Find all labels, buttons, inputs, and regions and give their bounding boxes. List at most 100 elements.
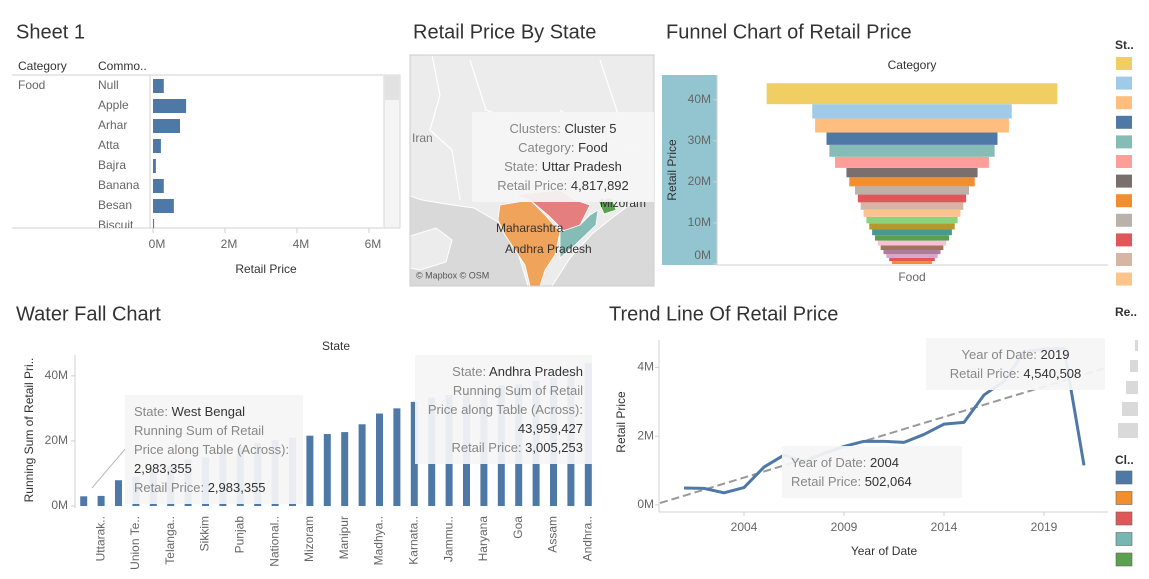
- axis-highlight[interactable]: [662, 75, 717, 265]
- y-tick-label: 40M: [45, 368, 68, 382]
- funnel-segment: [857, 194, 967, 203]
- tooltip-row: Year of Date: 2019: [935, 345, 1096, 364]
- tooltip-value: Cluster 5: [564, 121, 617, 136]
- waterfall-bar: [393, 408, 401, 506]
- funnel-segment: [812, 104, 1012, 119]
- tooltip-label: Retail Price:: [949, 366, 1020, 381]
- legend-swatch: [1116, 76, 1132, 90]
- x-tick-label: Karnata..: [406, 516, 420, 565]
- x-tick-label: Jammu..: [441, 516, 455, 562]
- bar: [153, 159, 156, 173]
- legend-swatch: [1116, 194, 1132, 208]
- tooltip-value: 4,540,508: [1023, 366, 1082, 381]
- y-tick-label: 0M: [51, 498, 68, 512]
- category-label: Apple: [98, 98, 129, 112]
- funnel-segment: [815, 118, 1009, 133]
- legend-swatch: [1116, 57, 1132, 70]
- bar: [153, 179, 164, 193]
- tooltip-row: Retail Price: 2,983,355: [134, 478, 294, 497]
- size-swatch: [1122, 402, 1138, 416]
- column-header: Category: [888, 58, 937, 72]
- legend-swatch: [1115, 532, 1133, 546]
- funnel-segment: [860, 202, 964, 210]
- legend-swatch: [1115, 470, 1133, 485]
- waterfall-bar: [306, 435, 314, 506]
- waterfall-bar: [376, 413, 383, 506]
- waterfall-bar: [97, 495, 105, 506]
- waterfall-bar: [115, 480, 122, 506]
- x-tick-label: 2009: [831, 520, 858, 534]
- funnel-segment: [883, 250, 941, 255]
- bar: [153, 79, 164, 93]
- waterfall-bar: [323, 434, 331, 506]
- column-header: Category: [18, 59, 67, 73]
- scrollbar-thumb[interactable]: [385, 76, 399, 100]
- chart-title: Trend Line Of Retail Price: [609, 303, 838, 325]
- map-title: Retail Price By State: [413, 21, 596, 43]
- waterfall-bar: [410, 401, 418, 506]
- chart-title: Funnel Chart of Retail Price: [666, 21, 912, 43]
- legend-title: St..: [1115, 38, 1134, 52]
- category-label: Bajra: [98, 158, 126, 172]
- funnel-segment: [849, 177, 975, 187]
- y-axis-label: Retail Price: [665, 139, 679, 201]
- tooltip-label: Category:: [518, 140, 575, 155]
- tooltip: State: West Bengal Running Sum of Retail …: [125, 395, 303, 504]
- tooltip-label: Year of Date:: [961, 347, 1037, 362]
- x-tick-label: Sikkim: [198, 516, 212, 551]
- tooltip-label: Retail Price:: [134, 480, 205, 495]
- trend-line: [659, 366, 1108, 505]
- x-tick-label: 2019: [1031, 520, 1058, 534]
- tooltip-value: 43,959,427: [517, 421, 583, 436]
- legend-swatch: [1116, 253, 1132, 266]
- chart-title: Water Fall Chart: [16, 303, 161, 325]
- tooltip-value: 2,983,355: [207, 480, 266, 495]
- tooltip: Clusters: Cluster 5 Category: Food State: …: [472, 112, 654, 202]
- tooltip-row: Retail Price: 3,005,253: [424, 438, 583, 457]
- tooltip-row: Category: Food: [481, 138, 645, 157]
- y-axis-label: Retail Price: [614, 391, 628, 453]
- legend-swatch: [1116, 233, 1132, 247]
- tooltip-row: State: Uttar Pradesh: [481, 157, 645, 176]
- tooltip-value: 4,817,892: [570, 178, 629, 193]
- category-label: Null: [98, 78, 119, 92]
- x-tick-label: 6M: [365, 237, 382, 251]
- y-tick-label: 10M: [688, 215, 711, 229]
- map-state: [497, 199, 561, 286]
- funnel-segment: [829, 144, 995, 157]
- tooltip-label: Running Sum of Retail Price along Table …: [134, 423, 290, 457]
- tooltip-value: 2019: [1040, 347, 1070, 362]
- funnel-segment: [877, 240, 947, 246]
- size-swatch: [1130, 360, 1138, 372]
- column-header: Commo..: [98, 59, 147, 73]
- x-tick-label: 2M: [221, 237, 238, 251]
- x-tick-label: Mizoram: [302, 516, 316, 562]
- x-tick-label: 4M: [293, 237, 310, 251]
- tooltip-label: State:: [504, 159, 539, 174]
- legend-swatch: [1116, 96, 1132, 110]
- size-swatch: [1126, 381, 1138, 394]
- category-label: Arhar: [98, 118, 127, 132]
- legend-title: Re..: [1115, 305, 1137, 319]
- funnel-segment: [846, 167, 978, 178]
- tooltip-row: Retail Price: 4,817,892: [481, 176, 645, 195]
- x-tick-label: Goa: [511, 516, 525, 539]
- x-tick-label: Uttarak..: [93, 516, 107, 561]
- tooltip-value: Food: [578, 140, 608, 155]
- sheet1-rows: Food Null Apple Arhar Atta Bajra Banana Besan Bi…: [18, 78, 187, 228]
- x-tick-label: 2004: [731, 520, 758, 534]
- funnel-segment: [889, 257, 935, 262]
- legend-swatch: [1116, 174, 1132, 188]
- y-tick-label: 2M: [637, 428, 654, 442]
- scrollbar[interactable]: [383, 74, 401, 229]
- legend: St..: [1115, 38, 1134, 286]
- legend-swatch: [1115, 552, 1133, 567]
- legend-swatch: [1116, 135, 1132, 149]
- waterfall-bar: [80, 496, 88, 506]
- funnel-segment: [886, 254, 938, 258]
- category-label: Banana: [98, 178, 140, 192]
- bar: [153, 219, 155, 228]
- bar: [153, 139, 161, 153]
- tooltip-row: State: Andhra Pradesh: [424, 362, 583, 381]
